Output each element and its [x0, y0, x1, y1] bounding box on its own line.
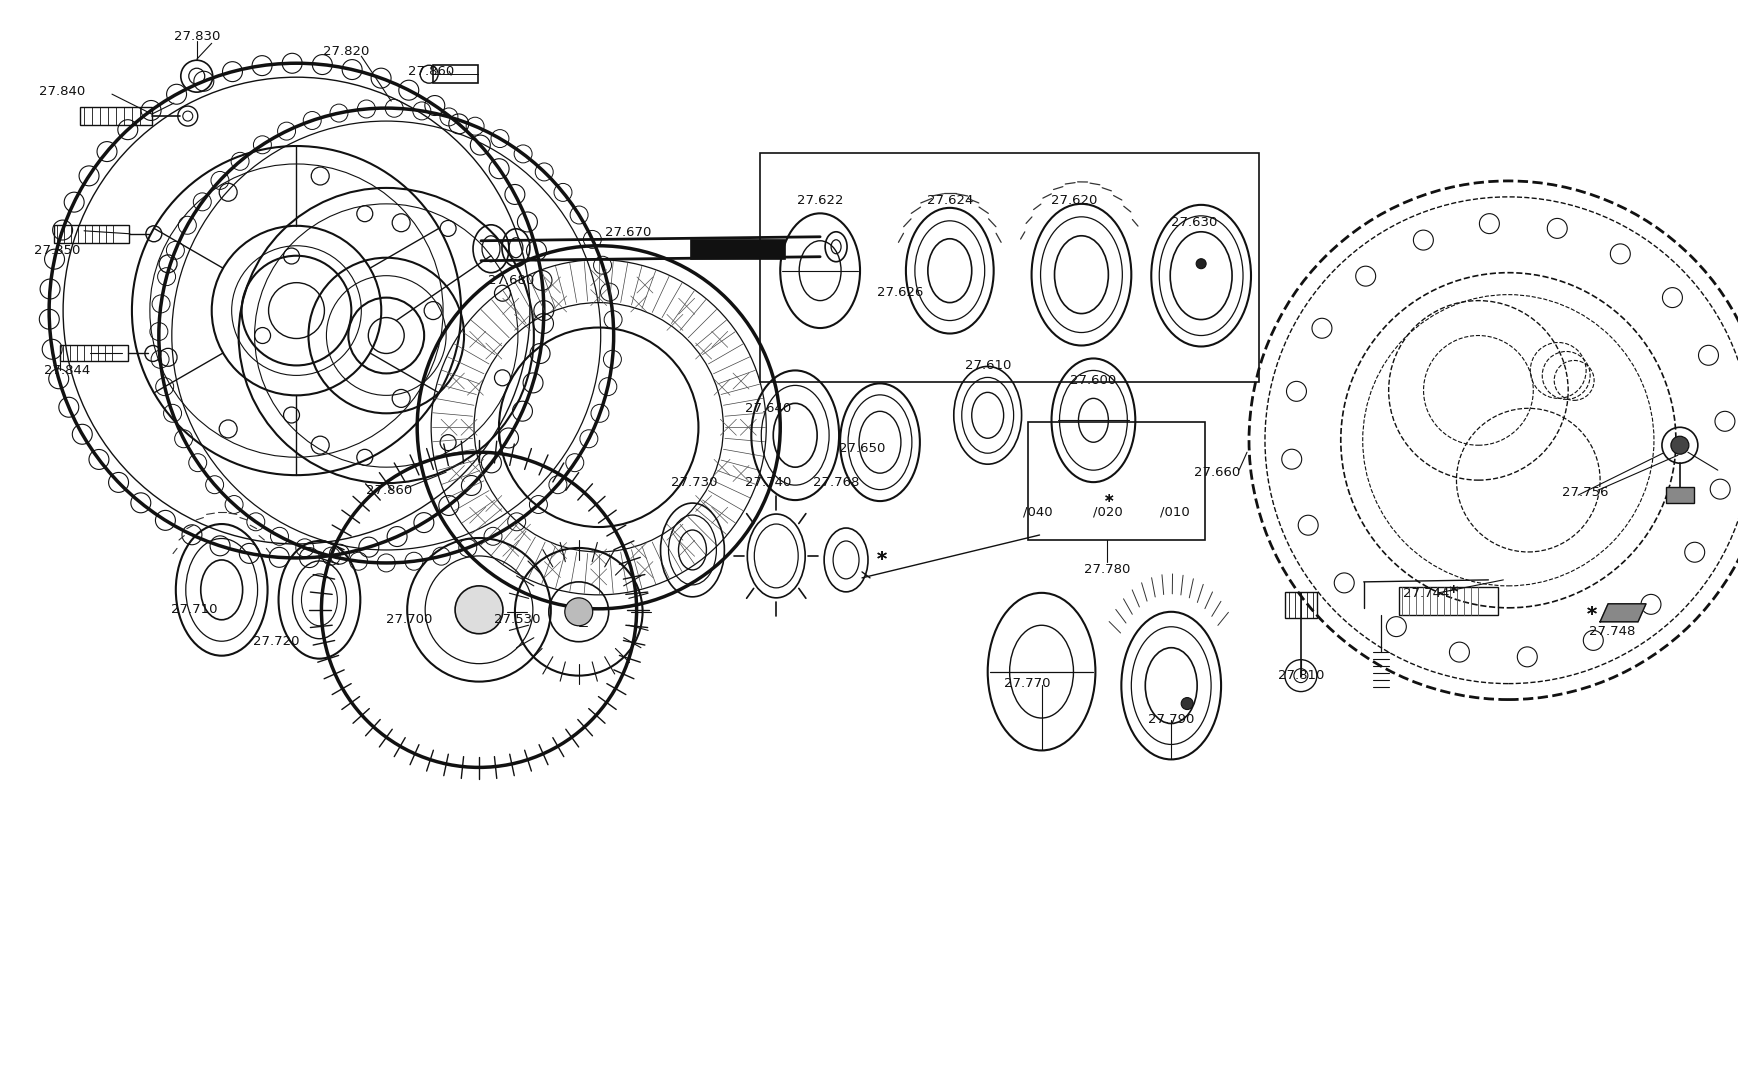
Bar	[1398, 586, 1497, 615]
Bar	[760, 153, 1259, 382]
Circle shape	[1669, 437, 1689, 454]
Text: 27.620: 27.620	[1050, 195, 1097, 208]
Text: 27.790: 27.790	[1148, 713, 1193, 727]
Text: 27.850: 27.850	[33, 244, 80, 257]
Text: *: *	[1104, 493, 1113, 511]
Text: 27.600: 27.600	[1069, 373, 1116, 387]
Bar	[80, 107, 151, 125]
Text: 27.640: 27.640	[744, 402, 791, 415]
Bar	[1664, 487, 1692, 503]
Text: 27.730: 27.730	[671, 476, 716, 489]
Text: *: *	[876, 550, 887, 569]
Text: 27.744: 27.744	[1403, 587, 1449, 600]
Text: 27.670: 27.670	[605, 226, 652, 240]
Text: 27.844: 27.844	[43, 364, 90, 377]
Text: 27.626: 27.626	[876, 286, 923, 300]
Text: 27.660: 27.660	[1193, 465, 1240, 478]
Text: /010: /010	[1160, 505, 1189, 519]
Circle shape	[565, 598, 593, 626]
Text: 27.650: 27.650	[838, 442, 885, 455]
Bar	[1028, 423, 1205, 540]
Bar	[690, 239, 784, 259]
Text: 27.630: 27.630	[1170, 216, 1217, 229]
Text: /040: /040	[1023, 505, 1052, 519]
Text: 27.624: 27.624	[927, 195, 972, 208]
Text: /020: /020	[1092, 505, 1122, 519]
Text: 27.748: 27.748	[1588, 625, 1635, 638]
Text: 27.860: 27.860	[365, 484, 412, 496]
Text: *: *	[1104, 493, 1113, 511]
Bar	[54, 225, 129, 243]
Text: 27.530: 27.530	[494, 613, 539, 626]
Polygon shape	[1600, 603, 1645, 622]
Bar	[61, 346, 129, 362]
Circle shape	[1181, 698, 1193, 709]
Text: *: *	[1586, 606, 1596, 624]
Text: 27.700: 27.700	[386, 613, 431, 626]
Circle shape	[456, 586, 503, 633]
Text: 27.830: 27.830	[174, 30, 219, 43]
Text: 27.840: 27.840	[38, 85, 85, 97]
Circle shape	[1195, 259, 1205, 269]
Text: 27.770: 27.770	[1003, 677, 1050, 690]
Text: *: *	[1586, 606, 1596, 624]
Text: 27.720: 27.720	[254, 636, 299, 648]
Text: 27.860: 27.860	[407, 64, 454, 78]
Text: 27.756: 27.756	[1562, 486, 1607, 499]
Text: 27.610: 27.610	[963, 358, 1010, 372]
Text: 27.768: 27.768	[812, 476, 859, 489]
Text: *: *	[1449, 584, 1457, 601]
Text: 27.710: 27.710	[170, 603, 217, 616]
Bar	[433, 65, 478, 83]
Text: 27.810: 27.810	[1276, 669, 1323, 683]
Text: 27.622: 27.622	[796, 195, 843, 208]
Text: 27.820: 27.820	[323, 45, 369, 58]
Text: 27.740: 27.740	[744, 476, 791, 489]
Text: 27.680: 27.680	[487, 274, 534, 287]
Text: 27.780: 27.780	[1083, 564, 1130, 577]
Text: *: *	[876, 550, 887, 569]
Bar	[1283, 592, 1316, 617]
